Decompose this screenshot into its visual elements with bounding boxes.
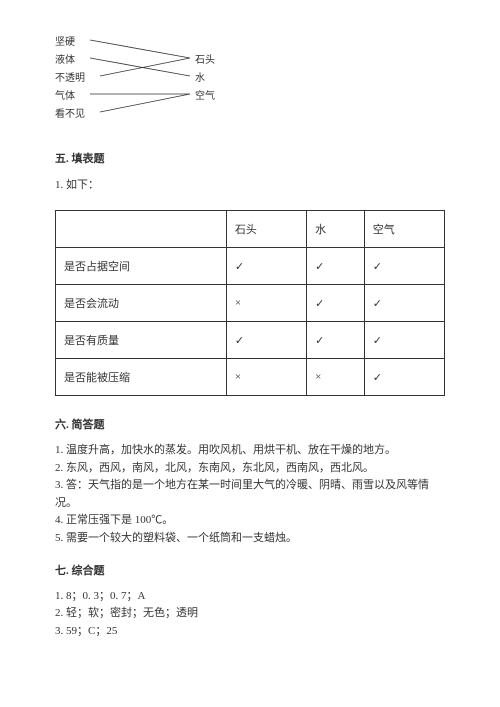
answer-line: 3. 答：天气指的是一个地方在某一时间里大气的冷暖、阴晴、雨雪以及风等情况。 (55, 477, 445, 512)
table-cell: ✓ (364, 359, 444, 396)
answer-line: 1. 8；0. 3；0. 7；A (55, 588, 445, 606)
matching-left-label: 不透明 (55, 69, 85, 84)
matching-left-label: 坚硬 (55, 33, 75, 48)
table-cell: ✓ (364, 248, 444, 285)
matching-left-label: 气体 (55, 87, 75, 102)
section5-subitem: 1. 如下： (55, 176, 445, 192)
table-header-cell: 水 (307, 211, 365, 248)
table-cell: ✓ (226, 248, 306, 285)
table-header-cell: 石头 (226, 211, 306, 248)
matching-left-label: 看不见 (55, 105, 85, 120)
section6-heading: 六. 简答题 (55, 416, 445, 432)
row-label-cell: 是否会流动 (56, 285, 227, 322)
table-cell: × (226, 359, 306, 396)
table-header-cell (56, 211, 227, 248)
comparison-table: 石头水空气 是否占据空间✓✓✓是否会流动×✓✓是否有质量✓✓✓是否能被压缩××✓ (55, 210, 445, 396)
table-row: 是否占据空间✓✓✓ (56, 248, 445, 285)
row-label-cell: 是否能被压缩 (56, 359, 227, 396)
section6-answers: 1. 温度升高，加快水的蒸发。用吹风机、用烘干机、放在干燥的地方。2. 东风，西… (55, 442, 445, 548)
table-cell: ✓ (364, 285, 444, 322)
table-row: 是否有质量✓✓✓ (56, 322, 445, 359)
matching-left-label: 液体 (55, 51, 75, 66)
table-cell: ✓ (307, 248, 365, 285)
matching-right-label: 水 (195, 69, 205, 84)
table-cell: × (307, 359, 365, 396)
table-row: 是否会流动×✓✓ (56, 285, 445, 322)
answer-line: 5. 需要一个较大的塑料袋、一个纸筒和一支蜡烛。 (55, 530, 445, 548)
table-body: 是否占据空间✓✓✓是否会流动×✓✓是否有质量✓✓✓是否能被压缩××✓ (56, 248, 445, 396)
matching-right-label: 石头 (195, 51, 215, 66)
row-label-cell: 是否有质量 (56, 322, 227, 359)
table-cell: ✓ (364, 322, 444, 359)
section5-heading: 五. 填表题 (55, 150, 445, 166)
matching-right-label: 空气 (195, 87, 215, 102)
answer-line: 1. 温度升高，加快水的蒸发。用吹风机、用烘干机、放在干燥的地方。 (55, 442, 445, 460)
row-label-cell: 是否占据空间 (56, 248, 227, 285)
table-cell: ✓ (307, 322, 365, 359)
section7-heading: 七. 综合题 (55, 562, 445, 578)
table-cell: ✓ (226, 322, 306, 359)
matching-lines-svg (55, 30, 255, 130)
answer-line: 2. 东风，西风，南风，北风，东南风，东北风，西南风，西北风。 (55, 460, 445, 478)
matching-diagram: 坚硬液体不透明气体看不见 石头水空气 (55, 30, 255, 130)
table-header-cell: 空气 (364, 211, 444, 248)
table-header-row: 石头水空气 (56, 211, 445, 248)
section7-answers: 1. 8；0. 3；0. 7；A2. 轻；软；密封；无色；透明3. 59；C；2… (55, 588, 445, 641)
answer-line: 2. 轻；软；密封；无色；透明 (55, 605, 445, 623)
answer-line: 3. 59；C；25 (55, 623, 445, 641)
table-row: 是否能被压缩××✓ (56, 359, 445, 396)
table-cell: ✓ (307, 285, 365, 322)
table-cell: × (226, 285, 306, 322)
answer-line: 4. 正常压强下是 100℃。 (55, 512, 445, 530)
